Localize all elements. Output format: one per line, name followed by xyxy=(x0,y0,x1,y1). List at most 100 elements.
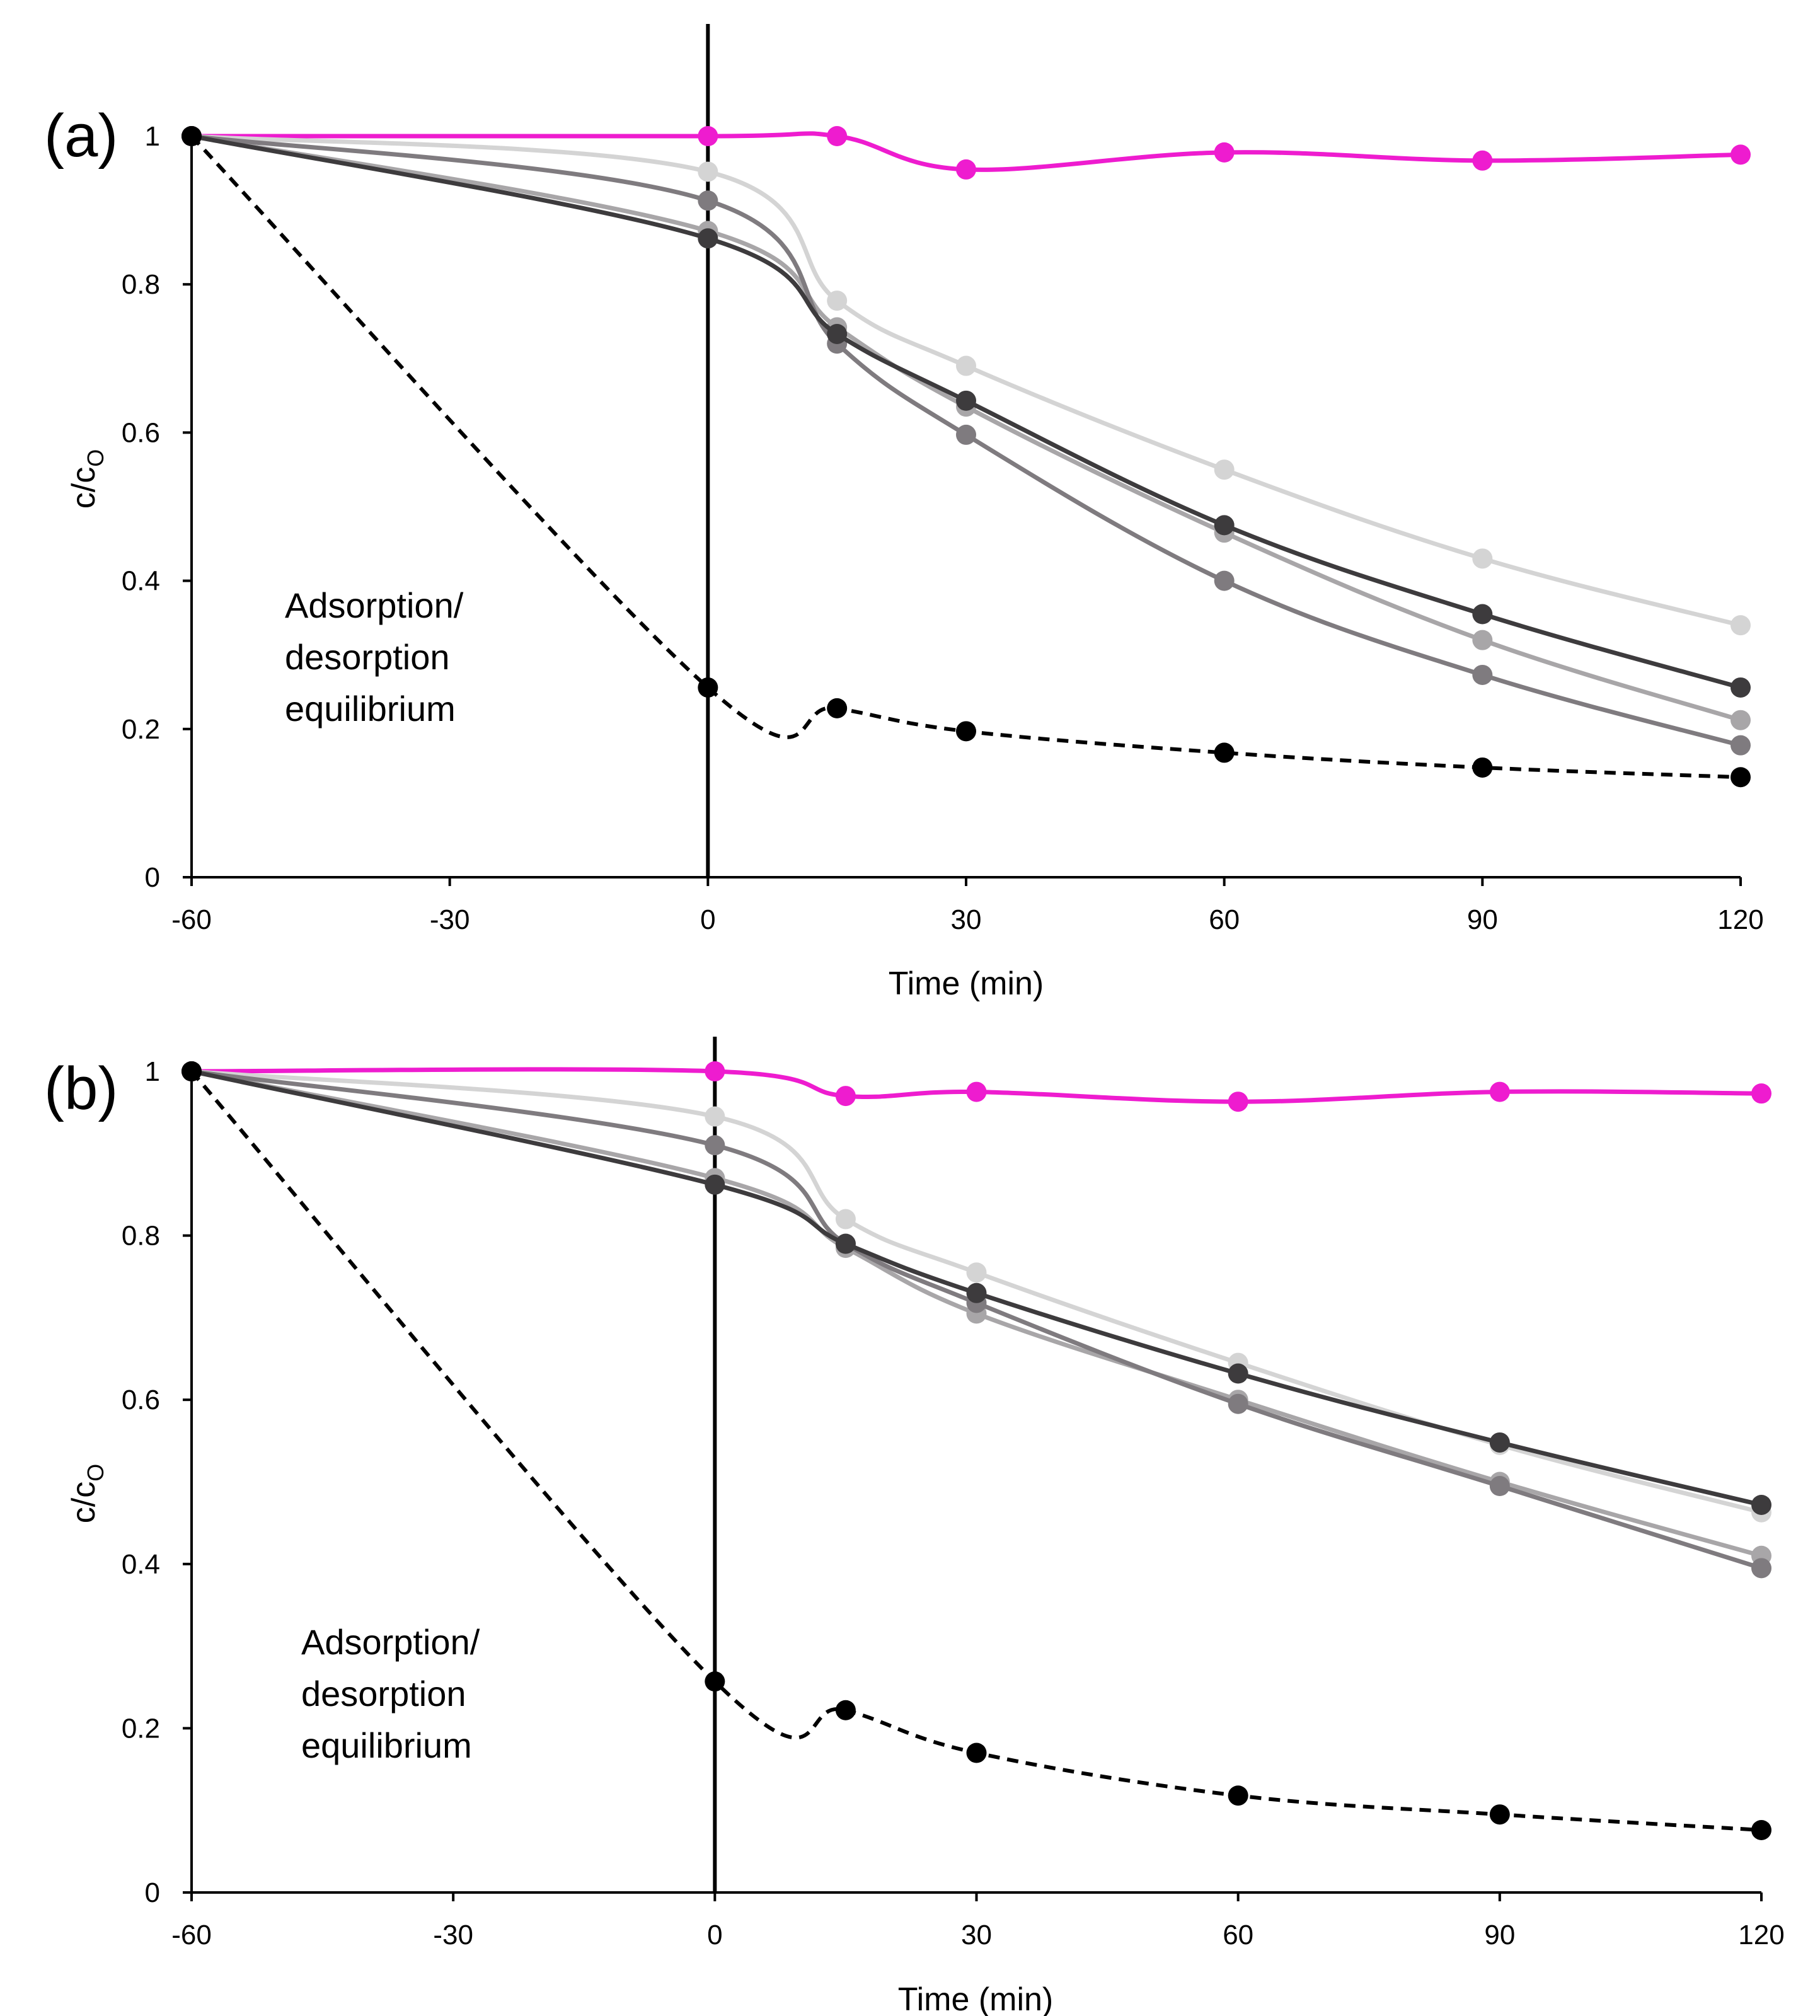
data-point xyxy=(1214,515,1235,536)
data-point xyxy=(966,1282,987,1303)
x-tick-label: 90 xyxy=(1484,1920,1515,1950)
series-dark-gray xyxy=(181,126,1751,698)
series-line xyxy=(190,1070,1762,1832)
data-point xyxy=(1214,570,1235,591)
y-tick-label: 0.8 xyxy=(122,269,160,300)
data-point xyxy=(1228,1363,1248,1384)
y-tick-label: 0.2 xyxy=(122,1713,160,1744)
data-point xyxy=(1731,710,1751,730)
data-point xyxy=(835,1209,856,1230)
annotation-line: desorption xyxy=(301,1674,466,1714)
y-axis-title: c/cO xyxy=(66,1464,108,1523)
y-tick-label: 1 xyxy=(145,121,160,152)
annotation-line: Adsorption/ xyxy=(285,585,464,625)
data-point xyxy=(956,159,976,180)
data-point xyxy=(1489,1081,1510,1102)
x-axis-title: Time (min) xyxy=(898,1981,1054,2016)
data-point xyxy=(827,698,848,718)
data-point xyxy=(956,355,976,376)
data-point xyxy=(705,1174,725,1195)
x-tick-label: 30 xyxy=(951,904,982,935)
annotation-line: equilibrium xyxy=(301,1725,472,1765)
data-point xyxy=(956,390,976,411)
data-point xyxy=(1751,1558,1771,1579)
y-tick-label: 0 xyxy=(145,1877,160,1908)
data-point xyxy=(956,721,976,742)
data-point xyxy=(835,1086,856,1107)
y-tick-label: 0.2 xyxy=(122,714,160,745)
data-point xyxy=(705,1671,725,1692)
data-point xyxy=(966,1081,987,1102)
chart-panel-a: 0 0.2 0.4 0.6 0.8 1 -60 -30 0 30 60 90 120 Time (min)… xyxy=(44,24,1764,1002)
x-tick-label: 0 xyxy=(707,1920,722,1950)
y-tick-label: 1 xyxy=(145,1056,160,1087)
data-point xyxy=(698,126,718,146)
data-point xyxy=(956,424,976,445)
data-point xyxy=(1214,459,1235,480)
data-point xyxy=(1751,1083,1771,1104)
data-point xyxy=(1731,615,1751,636)
data-point xyxy=(1731,144,1751,165)
chart-panel-b: 0 0.2 0.4 0.6 0.8 1 -60 -30 0 30 60 90 120 Time (min)… xyxy=(44,1037,1785,2016)
data-point xyxy=(705,1061,725,1081)
x-tick-label: -30 xyxy=(433,1920,473,1950)
data-point xyxy=(1489,1432,1510,1453)
data-point xyxy=(1731,677,1751,698)
data-point xyxy=(705,1106,725,1127)
x-tick-label: 30 xyxy=(961,1920,992,1950)
y-axis-title-subscript: O xyxy=(83,1464,108,1482)
series-dark-gray xyxy=(181,1061,1771,1515)
y-tick-label: 0.4 xyxy=(122,566,160,597)
data-point xyxy=(698,161,718,182)
data-point xyxy=(1472,548,1493,569)
data-point xyxy=(1751,1819,1771,1840)
data-point xyxy=(827,126,848,146)
data-point xyxy=(827,323,848,344)
x-tick-label: -30 xyxy=(430,904,470,935)
annotation-line: desorption xyxy=(285,637,450,677)
y-tick-label: 0.6 xyxy=(122,417,160,448)
data-point xyxy=(1472,630,1493,650)
data-point xyxy=(698,677,718,698)
panel-label: (a) xyxy=(44,102,118,170)
series-mid-gray xyxy=(181,1061,1771,1566)
y-tick-label: 0.4 xyxy=(122,1549,160,1580)
y-tick-label: 0 xyxy=(145,862,160,893)
data-point xyxy=(1731,767,1751,788)
data-point xyxy=(1489,1804,1510,1825)
panel-label: (b) xyxy=(44,1055,118,1122)
data-point xyxy=(1214,742,1235,763)
data-point xyxy=(181,126,202,146)
series-black-dashed xyxy=(181,1061,1771,1840)
data-point xyxy=(1228,1092,1248,1112)
data-point xyxy=(698,190,718,211)
data-point xyxy=(1751,1494,1771,1515)
data-point xyxy=(966,1742,987,1763)
data-point xyxy=(1472,664,1493,685)
data-point xyxy=(827,291,848,311)
data-point xyxy=(1731,735,1751,756)
x-tick-label: -60 xyxy=(171,1920,212,1950)
x-tick-label: 0 xyxy=(700,904,715,935)
x-tick-label: -60 xyxy=(171,904,212,935)
y-tick-label: 0.8 xyxy=(122,1221,160,1252)
data-point xyxy=(1472,757,1493,778)
data-point xyxy=(966,1262,987,1283)
y-tick-label: 0.6 xyxy=(122,1385,160,1415)
x-tick-label: 120 xyxy=(1717,904,1763,935)
data-point xyxy=(1214,142,1235,163)
x-tick-label: 90 xyxy=(1467,904,1498,935)
data-point xyxy=(1489,1476,1510,1497)
data-point xyxy=(1472,150,1493,171)
data-point xyxy=(835,1700,856,1720)
series-line xyxy=(189,134,1743,628)
series-black-dashed xyxy=(181,126,1751,788)
annotation-line: equilibrium xyxy=(285,689,456,729)
data-point xyxy=(181,1061,202,1081)
data-point xyxy=(1472,604,1493,625)
data-point xyxy=(698,228,718,249)
series-light-gray xyxy=(181,126,1751,636)
data-point xyxy=(835,1233,856,1254)
y-axis-title: c/cO xyxy=(66,449,108,509)
